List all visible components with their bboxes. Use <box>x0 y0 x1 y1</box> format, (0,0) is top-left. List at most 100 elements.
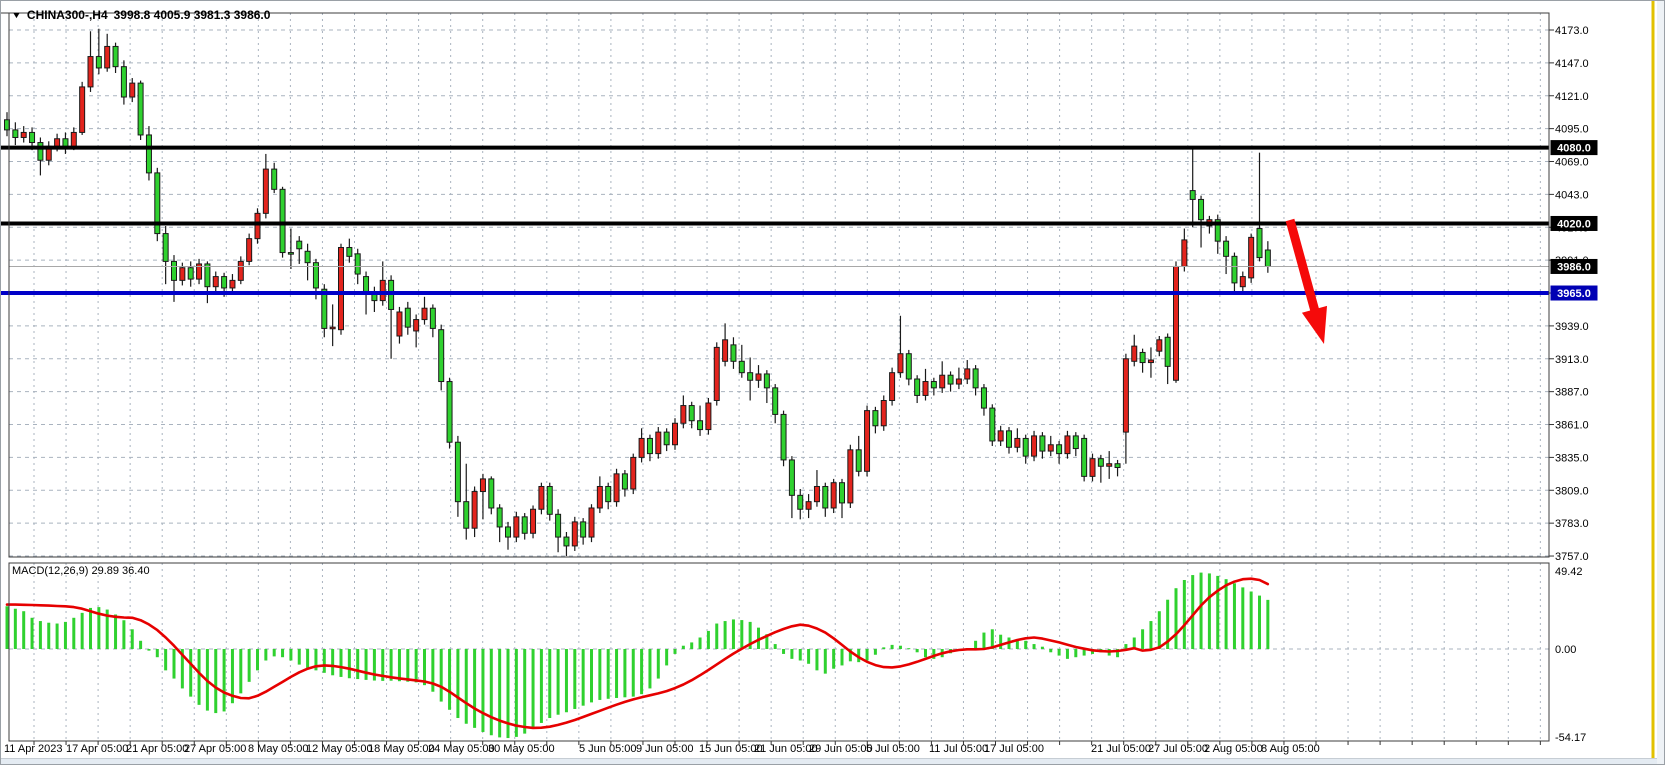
macd-histogram-bar <box>80 612 84 649</box>
macd-histogram-bar <box>1015 639 1019 649</box>
macd-histogram-bar <box>598 649 602 700</box>
macd-histogram-bar <box>523 649 527 734</box>
macd-histogram-bar <box>982 632 986 649</box>
candle-bearish <box>1256 228 1263 259</box>
candle-bullish <box>889 372 896 401</box>
price-tick-label: 3939.0 <box>1555 321 1589 333</box>
candle-bullish <box>939 374 946 389</box>
trend-arrow-head[interactable] <box>1301 305 1328 344</box>
macd-histogram-bar <box>748 621 752 649</box>
macd-histogram-bar <box>381 649 385 681</box>
current-price-tag: 3986.0 <box>1557 261 1591 273</box>
time-axis-label: 8 May 05:00 <box>248 743 309 755</box>
time-axis-label: 30 May 05:00 <box>488 743 555 755</box>
macd-histogram-bar <box>456 649 460 719</box>
candle-bearish <box>1189 190 1196 200</box>
candle-bullish <box>1047 444 1054 452</box>
macd-histogram-bar <box>239 649 243 694</box>
macd-histogram-bar <box>1024 640 1028 649</box>
candle-bearish <box>1139 351 1146 364</box>
macd-histogram-bar <box>1191 575 1195 649</box>
chart-symbol-period: CHINA300-,H4 <box>26 8 108 22</box>
candle-bullish <box>1064 435 1071 455</box>
candle-bearish <box>1264 249 1271 267</box>
macd-histogram-bar <box>431 649 435 692</box>
candle-bearish <box>304 250 311 264</box>
macd-histogram-bar <box>815 649 819 671</box>
macd-histogram-bar <box>423 649 426 686</box>
time-axis-label: 17 Jul 05:00 <box>984 743 1044 755</box>
macd-indicator-label: MACD(12,26,9) 29.89 36.40 <box>12 565 150 577</box>
macd-histogram-bar <box>581 649 585 706</box>
macd-histogram-bar <box>1182 579 1186 649</box>
macd-histogram-bar <box>147 649 151 651</box>
collapse-chart-icon[interactable]: ▼ <box>11 10 22 20</box>
macd-histogram-bar <box>189 649 193 697</box>
macd-histogram-bar <box>5 606 9 649</box>
candle-bullish <box>421 307 428 321</box>
macd-histogram-bar <box>623 649 627 698</box>
time-axis-label: 27 Jul 05:00 <box>1148 743 1208 755</box>
macd-histogram-bar <box>47 622 51 649</box>
candle-bearish <box>488 478 495 509</box>
macd-histogram-bar <box>514 649 518 737</box>
macd-histogram-bar <box>197 649 201 705</box>
macd-histogram-bar <box>448 649 452 710</box>
macd-histogram-bar <box>1082 649 1086 656</box>
candle-bullish <box>830 482 837 509</box>
macd-histogram-bar <box>347 649 351 679</box>
trend-arrow-shaft[interactable] <box>1285 218 1321 317</box>
macd-histogram-bar <box>339 649 343 677</box>
candle-bearish <box>914 378 921 396</box>
candle-bullish <box>513 516 520 538</box>
candle-bearish <box>312 262 319 289</box>
candle-bearish <box>162 233 169 262</box>
price-tag-3965.0-bg <box>1550 285 1598 301</box>
macd-histogram-bar <box>615 649 619 698</box>
macd-histogram-bar <box>1040 646 1044 649</box>
candle-bullish <box>596 485 603 509</box>
price-tick-label: 4095.0 <box>1555 124 1589 136</box>
macd-histogram-bar <box>172 649 176 679</box>
macd-histogram-bar <box>139 640 143 649</box>
macd-histogram-bar <box>731 619 735 649</box>
candle-bearish <box>521 516 528 534</box>
candle-bullish <box>1089 458 1096 477</box>
macd-histogram-bar <box>464 649 468 724</box>
macd-histogram-bar <box>272 649 276 657</box>
candle-bullish <box>805 501 812 510</box>
candle-bullish <box>196 263 203 280</box>
macd-histogram-bar <box>1157 611 1161 649</box>
time-axis-label: 5 Jun 05:00 <box>579 743 637 755</box>
price-tick-label: 3757.0 <box>1555 551 1589 563</box>
candle-bearish <box>697 420 704 431</box>
macd-scale-label: 49.42 <box>1555 566 1583 578</box>
candle-bearish <box>972 368 979 389</box>
candle-bearish <box>363 276 370 293</box>
candle-bullish <box>864 410 871 472</box>
macd-histogram-bar <box>473 649 477 728</box>
macd-histogram-bar <box>556 649 560 715</box>
macd-histogram-bar <box>89 607 92 649</box>
candle-bullish <box>379 279 386 302</box>
macd-histogram-bar <box>974 640 978 649</box>
macd-histogram-bar <box>13 608 17 649</box>
candle-bearish <box>187 267 194 280</box>
macd-histogram-bar <box>72 617 76 649</box>
macd-histogram-bar <box>297 649 301 665</box>
macd-histogram-bar <box>1032 644 1036 649</box>
macd-histogram-bar <box>823 649 827 674</box>
time-axis-label: 12 May 05:00 <box>306 743 373 755</box>
macd-histogram-bar <box>673 649 677 654</box>
candle-bullish <box>638 437 645 458</box>
candle-bullish <box>1122 358 1129 433</box>
candle-bearish <box>271 168 278 190</box>
macd-histogram-bar <box>264 649 268 661</box>
macd-histogram-bar <box>30 617 34 649</box>
candle-bearish <box>145 134 152 174</box>
candle-bearish <box>688 405 695 422</box>
macd-histogram-bar <box>723 621 727 649</box>
current-price-tag-bg <box>1550 258 1598 274</box>
candle-bearish <box>12 129 19 138</box>
